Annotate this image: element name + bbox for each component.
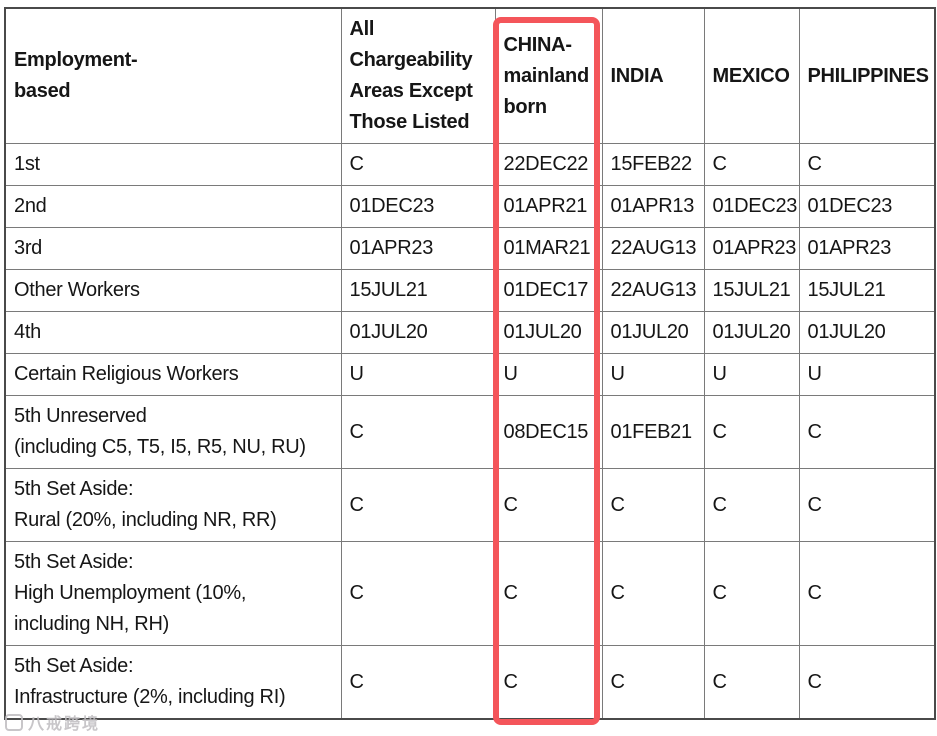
value-cell: 15JUL21 [703,269,800,312]
table-row: 5th Unreserved (including C5, T5, I5, R5… [4,395,936,469]
row-label-cell: 1st [4,143,342,186]
value-cell: 01APR23 [340,227,496,270]
column-header-philippines: PHILIPPINES [798,7,936,144]
column-header-all-chargeability: All Chargeability Areas Except Those Lis… [340,7,496,144]
column-header-india: INDIA [601,7,705,144]
value-cell: 01APR13 [601,185,705,228]
value-cell: 01DEC23 [798,185,936,228]
value-cell: U [703,353,800,396]
value-cell: 01JUL20 [798,311,936,354]
table-row: 5th Set Aside: Rural (20%, including NR,… [4,468,936,542]
value-cell: 01JUL20 [494,311,603,354]
value-cell: C [494,645,603,720]
value-cell: C [798,143,936,186]
value-cell: C [601,645,705,720]
row-label-cell: 5th Set Aside: High Unemployment (10%, i… [4,541,342,646]
value-cell: C [798,468,936,542]
value-cell: 15JUL21 [340,269,496,312]
value-cell: 22AUG13 [601,227,705,270]
table-header: Employment- based All Chargeability Area… [4,7,936,144]
value-cell: C [340,468,496,542]
row-label-cell: Other Workers [4,269,342,312]
value-cell: 01DEC23 [703,185,800,228]
value-cell: C [798,541,936,646]
value-cell: 01APR21 [494,185,603,228]
column-header-mexico: MEXICO [703,7,800,144]
value-cell: 22DEC22 [494,143,603,186]
value-cell: 01MAR21 [494,227,603,270]
table-row: 4th 01JUL20 01JUL20 01JUL20 01JUL20 01JU… [4,311,936,354]
value-cell: C [340,541,496,646]
value-cell: C [601,468,705,542]
value-cell: 08DEC15 [494,395,603,469]
value-cell: C [703,468,800,542]
value-cell: C [340,395,496,469]
table-row: 5th Set Aside: Infrastructure (2%, inclu… [4,645,936,720]
column-header-china-mainland-born: CHINA- mainland born [494,7,603,144]
value-cell: C [703,395,800,469]
value-cell: U [494,353,603,396]
table-row: 3rd 01APR23 01MAR21 22AUG13 01APR23 01AP… [4,227,936,270]
value-cell: U [798,353,936,396]
value-cell: 01DEC23 [340,185,496,228]
value-cell: 01APR23 [798,227,936,270]
row-label-cell: 2nd [4,185,342,228]
value-cell: 01FEB21 [601,395,705,469]
value-cell: U [601,353,705,396]
row-label-cell: 4th [4,311,342,354]
value-cell: C [494,468,603,542]
table-row: Other Workers 15JUL21 01DEC17 22AUG13 15… [4,269,936,312]
table-row: 1st C 22DEC22 15FEB22 C C [4,143,936,186]
value-cell: 01JUL20 [601,311,705,354]
row-label-cell: Certain Religious Workers [4,353,342,396]
value-cell: 15FEB22 [601,143,705,186]
value-cell: C [340,645,496,720]
value-cell: C [798,645,936,720]
value-cell: 01JUL20 [703,311,800,354]
table-row: Certain Religious Workers U U U U U [4,353,936,396]
visa-bulletin-table: Employment- based All Chargeability Area… [4,7,936,720]
value-cell: U [340,353,496,396]
row-label-cell: 5th Unreserved (including C5, T5, I5, R5… [4,395,342,469]
value-cell: 01DEC17 [494,269,603,312]
value-cell: C [798,395,936,469]
value-cell: 01JUL20 [340,311,496,354]
row-label-cell: 5th Set Aside: Rural (20%, including NR,… [4,468,342,542]
table-body: 1st C 22DEC22 15FEB22 C C 2nd 01DEC23 01… [4,143,936,720]
table-row: 2nd 01DEC23 01APR21 01APR13 01DEC23 01DE… [4,185,936,228]
value-cell: C [601,541,705,646]
value-cell: C [703,143,800,186]
header-row: Employment- based All Chargeability Area… [4,7,936,144]
value-cell: 15JUL21 [798,269,936,312]
value-cell: C [703,541,800,646]
value-cell: C [340,143,496,186]
table-row: 5th Set Aside: High Unemployment (10%, i… [4,541,936,646]
row-label-cell: 3rd [4,227,342,270]
value-cell: 01APR23 [703,227,800,270]
value-cell: C [703,645,800,720]
value-cell: 22AUG13 [601,269,705,312]
row-label-cell: 5th Set Aside: Infrastructure (2%, inclu… [4,645,342,720]
value-cell: C [494,541,603,646]
column-header-employment-based: Employment- based [4,7,342,144]
